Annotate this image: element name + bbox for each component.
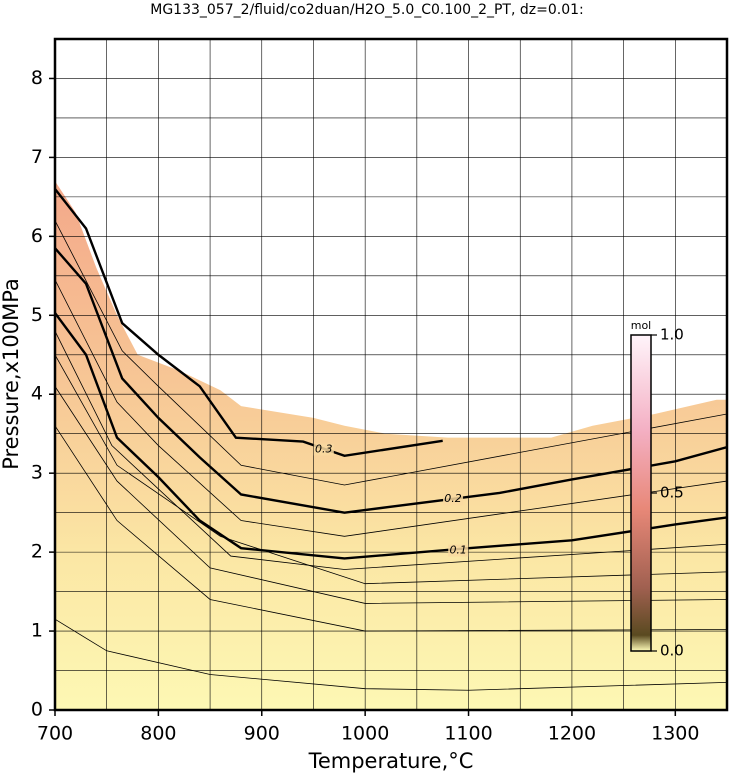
colorbar-tick-label: 0.0 xyxy=(660,642,684,660)
y-tick-label: 7 xyxy=(31,146,43,168)
y-tick-label: 5 xyxy=(31,304,43,326)
x-tick-label: 800 xyxy=(140,723,176,745)
axes: 700 800 900 1000 1100 1200 1300 0 1 2 3 4 5 6 7 8 xyxy=(31,37,729,745)
contour-line xyxy=(55,354,727,585)
x-tick-label: 1300 xyxy=(651,723,699,745)
y-tick-label: 6 xyxy=(31,225,43,247)
contour-line xyxy=(55,330,727,570)
y-tick-label: 2 xyxy=(31,541,43,563)
y-tick-label: 3 xyxy=(31,462,43,484)
colorbar xyxy=(630,334,652,652)
x-tick-label: 1200 xyxy=(548,723,596,745)
y-tick-label: 1 xyxy=(31,620,43,642)
contour-label: 0.2 xyxy=(444,492,462,505)
contour-line xyxy=(55,618,727,691)
colorbar-tick-label: 0.5 xyxy=(660,484,684,502)
contour-label: 0.3 xyxy=(315,442,333,455)
stable-field xyxy=(55,181,727,710)
contour-label: 0.1 xyxy=(449,544,467,557)
y-tick-label: 0 xyxy=(31,699,43,721)
contour-label-bg xyxy=(313,443,334,456)
contour-line xyxy=(55,279,727,537)
x-tick-label: 700 xyxy=(37,723,73,745)
chart-title: MG133_057_2/fluid/co2duan/H2O_5.0_C0.100… xyxy=(150,2,584,18)
colorbar-label: mol xyxy=(631,319,652,332)
y-tick-label: 8 xyxy=(31,67,43,89)
contour-line xyxy=(55,220,727,486)
contour-line xyxy=(55,425,727,632)
plot-frame xyxy=(53,37,729,712)
x-axis-label: Temperature,°C xyxy=(308,749,474,773)
x-tick-label: 1100 xyxy=(444,723,492,745)
y-axis-label: Pressure,x100MPa xyxy=(0,278,23,470)
contour-line xyxy=(55,312,727,560)
contour-label-bg xyxy=(448,544,469,557)
contour-label-bg xyxy=(443,493,464,506)
plot-area: 0.1 0.2 0.3 xyxy=(55,39,727,710)
contour-line xyxy=(55,386,727,604)
colorbar-tick-label: 1.0 xyxy=(660,326,684,344)
contour-line xyxy=(55,247,727,514)
x-tick-label: 1000 xyxy=(341,723,389,745)
y-tick-label: 4 xyxy=(31,383,43,405)
x-tick-label: 900 xyxy=(244,723,280,745)
